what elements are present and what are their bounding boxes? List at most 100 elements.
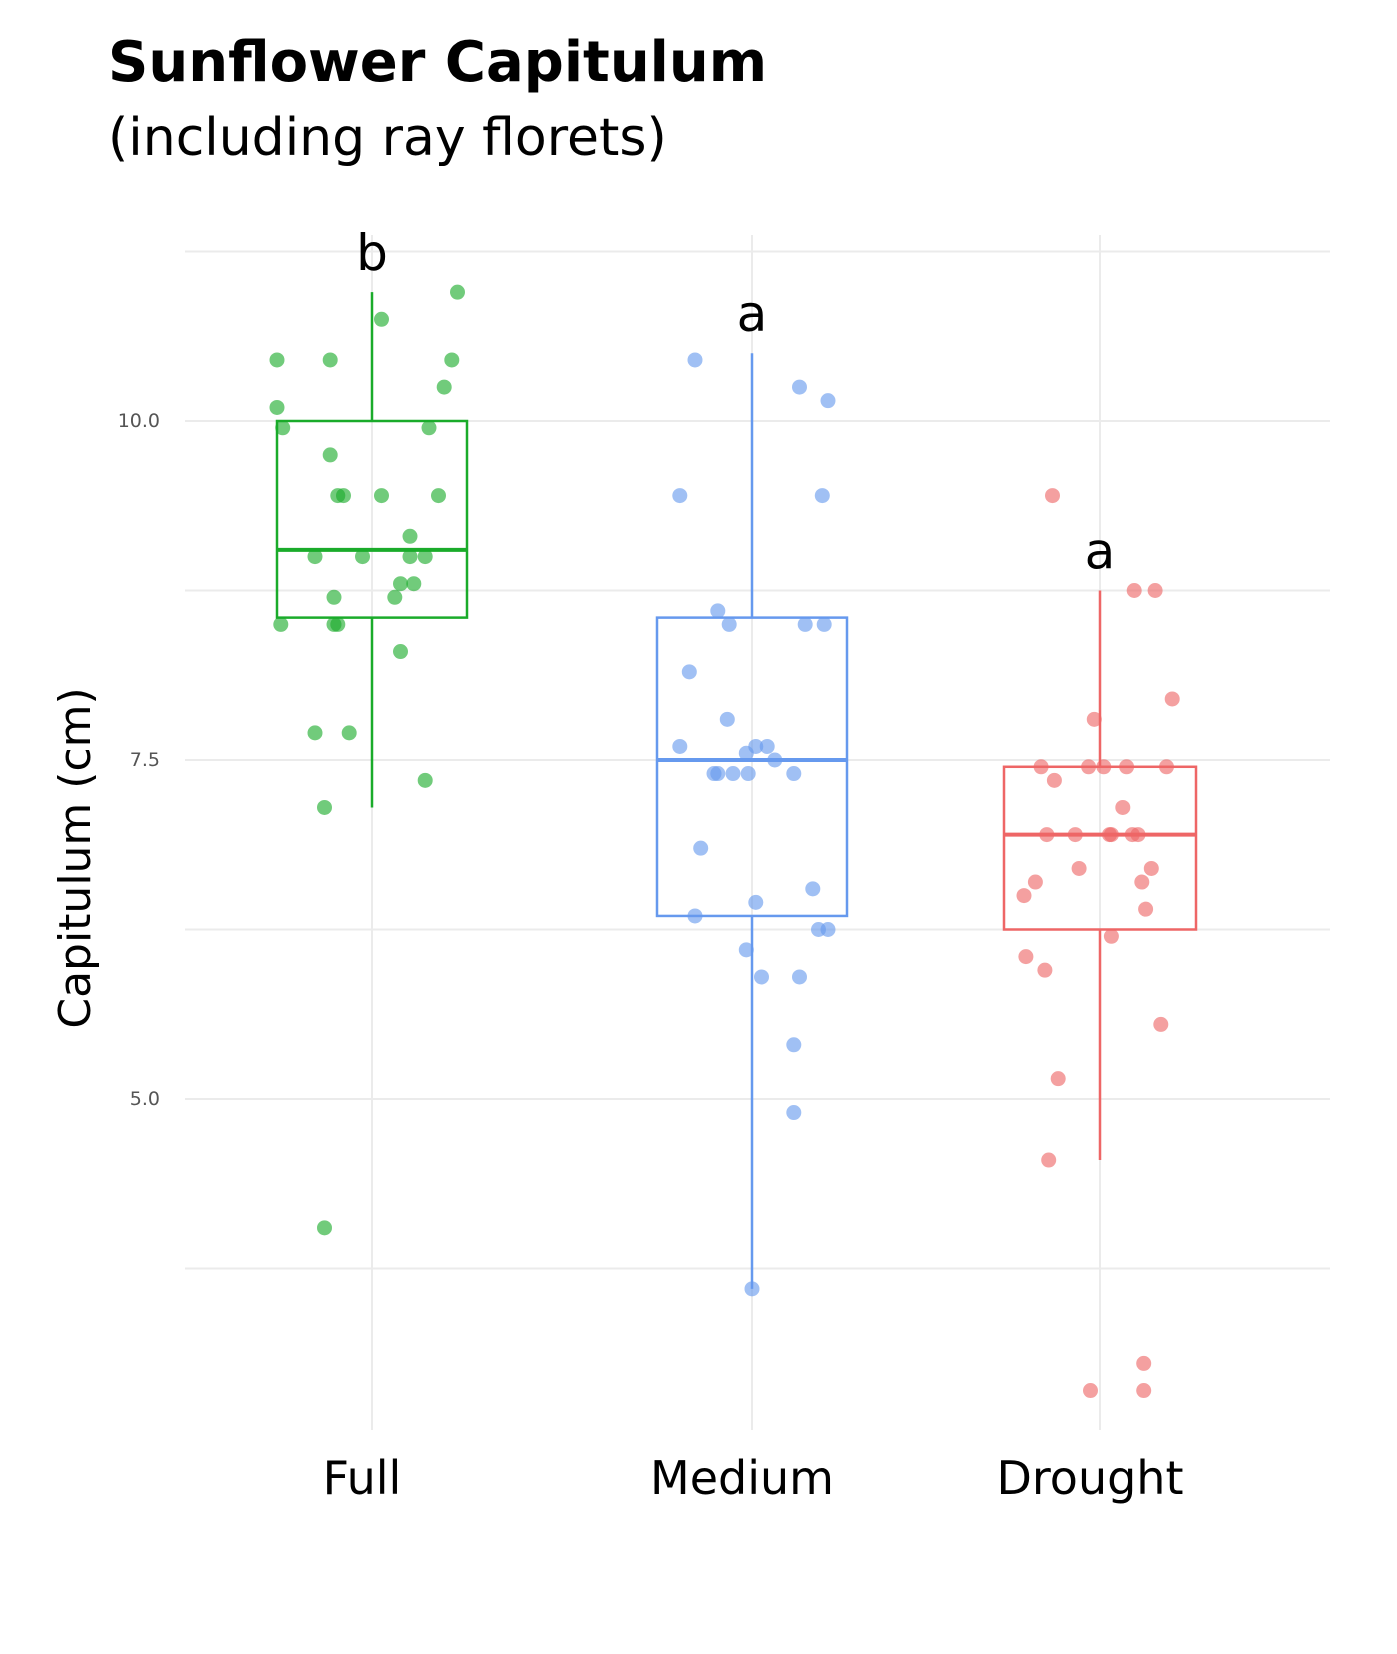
- data-point: [820, 922, 836, 937]
- data-point: [1153, 1016, 1169, 1032]
- chart-title: Sunflower Capitulum: [108, 30, 768, 95]
- data-point: [672, 738, 688, 754]
- data-point: [672, 488, 688, 504]
- data-point: [402, 549, 418, 565]
- significance-letter: a: [737, 285, 768, 343]
- data-point: [406, 576, 422, 592]
- data-point: [744, 1281, 760, 1297]
- data-point: [436, 379, 452, 395]
- data-point: [317, 1220, 332, 1236]
- data-point: [330, 616, 346, 632]
- data-point: [355, 549, 370, 565]
- box-iqr: [275, 419, 469, 619]
- data-point: [1147, 583, 1163, 598]
- point-layer: [269, 284, 1180, 1399]
- x-category-label: Medium: [650, 1451, 834, 1505]
- label-layer: b Full a Medium a Drought: [323, 224, 1184, 1505]
- data-point: [421, 420, 437, 436]
- data-point: [387, 589, 403, 605]
- data-point: [1083, 1383, 1098, 1399]
- data-point: [1050, 1071, 1066, 1087]
- data-point: [393, 576, 408, 592]
- x-category-label: Full: [323, 1451, 402, 1505]
- data-point: [719, 711, 735, 727]
- data-point: [1134, 874, 1150, 890]
- data-point: [1103, 928, 1119, 944]
- data-point: [1136, 1383, 1152, 1399]
- box-layer: [275, 292, 1198, 1289]
- data-point: [1041, 1152, 1057, 1168]
- data-point: [393, 644, 408, 660]
- y-tick-label: 5.0: [130, 1088, 160, 1110]
- data-point: [740, 766, 756, 782]
- data-point: [336, 488, 351, 504]
- data-point: [1027, 874, 1043, 890]
- data-point: [786, 1105, 802, 1121]
- data-point: [1046, 772, 1062, 788]
- y-tick-labels: 10.0 7.5 5.0: [118, 410, 160, 1110]
- data-point: [273, 616, 289, 632]
- data-point: [1126, 583, 1142, 598]
- data-point: [431, 488, 446, 504]
- data-point: [1096, 759, 1112, 775]
- data-point: [754, 969, 769, 985]
- data-point: [706, 766, 722, 782]
- data-point: [721, 616, 737, 632]
- data-point: [269, 352, 285, 368]
- data-point: [444, 352, 460, 368]
- data-point: [1103, 827, 1119, 843]
- data-point: [1033, 759, 1049, 775]
- y-tick-label: 10.0: [118, 410, 160, 432]
- data-point: [1081, 759, 1097, 775]
- data-point: [693, 840, 709, 856]
- data-point: [1136, 1355, 1152, 1371]
- data-point: [687, 352, 703, 368]
- data-point: [307, 725, 323, 741]
- data-point: [1071, 860, 1087, 876]
- chart-subtitle: (including ray florets): [108, 108, 667, 168]
- data-point: [322, 447, 338, 463]
- data-point: [307, 549, 323, 565]
- points-full: [269, 284, 465, 1236]
- grid-layer: [185, 235, 1330, 1430]
- data-point: [738, 745, 754, 761]
- data-point: [317, 799, 332, 815]
- box-iqr: [655, 616, 849, 918]
- data-point: [417, 549, 433, 565]
- data-point: [786, 1037, 802, 1053]
- data-point: [1159, 759, 1174, 775]
- data-point: [767, 752, 783, 768]
- data-point: [1018, 949, 1034, 965]
- data-point: [341, 725, 357, 741]
- data-point: [322, 352, 338, 368]
- data-point: [1164, 691, 1180, 707]
- data-point: [269, 399, 285, 415]
- data-point: [450, 284, 465, 300]
- data-point: [820, 393, 836, 409]
- data-point: [402, 528, 418, 544]
- data-point: [816, 616, 832, 632]
- data-point: [417, 772, 433, 788]
- data-point: [687, 908, 703, 924]
- data-point: [738, 942, 754, 958]
- data-point: [1143, 860, 1159, 876]
- data-point: [1138, 901, 1154, 917]
- data-point: [814, 488, 830, 504]
- data-point: [792, 379, 807, 395]
- data-point: [786, 766, 802, 782]
- data-point: [1045, 488, 1060, 504]
- data-point: [759, 738, 775, 754]
- y-axis-label: Capitulum (cm): [50, 687, 101, 1028]
- data-point: [1039, 827, 1055, 843]
- data-point: [681, 664, 697, 680]
- y-tick-label: 7.5: [130, 749, 160, 771]
- points-medium: [672, 352, 836, 1297]
- data-point: [1037, 962, 1053, 978]
- box-full: [275, 292, 469, 808]
- data-point: [805, 881, 821, 897]
- significance-letter: a: [1085, 523, 1116, 581]
- data-point: [1086, 711, 1102, 727]
- data-point: [326, 589, 342, 605]
- data-point: [748, 894, 764, 910]
- data-point: [374, 311, 389, 327]
